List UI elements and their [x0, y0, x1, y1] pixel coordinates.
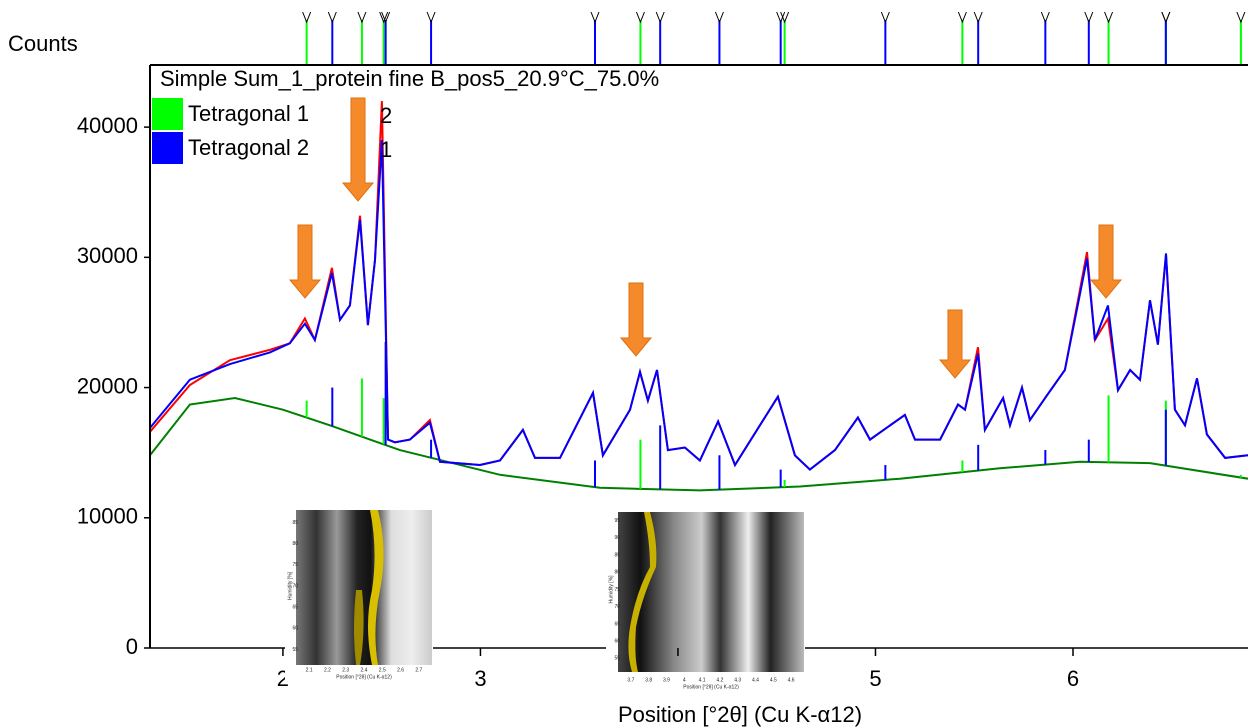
inset-y-label: 80: [292, 541, 298, 547]
chart-title: Simple Sum_1_protein fine B_pos5_20.9°C_…: [160, 66, 659, 91]
inset-y-title: Humidity [%]: [608, 575, 614, 604]
inset-map: 2.1 2.2 2.3 2.4 2.5 2.6 2.7 85 80 75 70 65 60 55 Posit…: [285, 508, 433, 680]
y-axis-title: Counts: [8, 31, 78, 56]
inset-x-label: 2.3: [342, 667, 349, 673]
reflection-marker: [776, 11, 786, 24]
inset-x-label: 2.7: [415, 667, 422, 673]
y-tick-label: 20000: [77, 373, 138, 398]
arrow: [1089, 224, 1123, 299]
inset-image: [618, 512, 804, 672]
legend-swatch: [152, 98, 183, 130]
inset-band: [628, 512, 657, 672]
reflection-marker: [1161, 11, 1171, 24]
inset-x-label: 4.2: [716, 677, 723, 683]
reflection-marker: [880, 11, 890, 24]
inset-y-label: 60: [614, 638, 620, 644]
inset-y-label: 85: [292, 520, 298, 526]
inset-y-label: 80: [614, 570, 620, 576]
reflection-marker: [1104, 11, 1114, 24]
inset-y-label: 55: [292, 647, 298, 653]
arrow: [341, 97, 375, 202]
inset-x-label: 4.6: [788, 677, 795, 683]
inset-y-label: 70: [292, 583, 298, 589]
x-tick-label: 3: [474, 666, 486, 691]
inset-y-label: 60: [292, 626, 298, 632]
inset-x-title: Position [°2θ] (Cu K-α12): [683, 684, 739, 690]
inset-x-label: 3.7: [627, 677, 634, 683]
arrow: [288, 224, 322, 299]
arrow: [619, 282, 653, 357]
arrow: [938, 309, 972, 379]
reflection-marker: [780, 11, 790, 24]
inset-x-label: 4.1: [699, 677, 706, 683]
legend-swatch: [152, 132, 183, 164]
inset-x-label: 2.5: [379, 667, 386, 673]
reflection-marker: [381, 11, 391, 24]
reflection-marker: [590, 11, 600, 24]
reflection-marker: [327, 11, 337, 24]
inset-x-label: 2.6: [397, 667, 404, 673]
inset-x-title: Position [°2θ] (Cu K-α12): [336, 674, 392, 680]
inset-y-title: Humidity [%]: [287, 571, 293, 600]
reflection-marker: [302, 11, 312, 24]
inset-x-label: 4.5: [770, 677, 777, 683]
reflection-marker: [379, 11, 389, 24]
inset-x-label: 3.9: [663, 677, 670, 683]
arrows: [288, 97, 1123, 379]
calculated-line: [149, 140, 1248, 471]
inset-x-label: 2.4: [361, 667, 368, 673]
inset-band: [368, 510, 384, 665]
inset-y-label: 55: [614, 656, 620, 662]
inset-x-label: 4.3: [734, 677, 741, 683]
inset-y-label: 65: [614, 621, 620, 627]
y-tick-label: 30000: [77, 243, 138, 268]
inset-x-label: 2.2: [324, 667, 331, 673]
legend-label: Tetragonal 1: [188, 101, 309, 126]
plot-area: [149, 11, 1248, 492]
reflection-marker: [357, 11, 367, 24]
inset-x-label: 3.8: [645, 677, 652, 683]
inset-map: 3.7 3.8 3.9 4 4.1 4.2 4.3 4.4 4.5 4.6 95 90 85 80 75 70…: [606, 502, 805, 690]
reflection-marker: [1040, 11, 1050, 24]
reflection-marker: [957, 11, 967, 24]
inset-y-label: 75: [614, 587, 620, 593]
reflection-marker: [1084, 11, 1094, 24]
reflection-marker: [655, 11, 665, 24]
reflection-marker: [973, 11, 983, 24]
legend-count: 2: [380, 103, 392, 128]
reflection-marker: [426, 11, 436, 24]
reflection-marker: [1236, 11, 1246, 24]
legend-label: Tetragonal 2: [188, 135, 309, 160]
background-line: [149, 396, 1248, 492]
reflection-marker: [635, 11, 645, 24]
y-tick-label: 10000: [77, 504, 138, 529]
inset-x-label: 2.1: [306, 667, 313, 673]
inset-y-label: 90: [614, 535, 620, 541]
inset-x-label: 4.4: [752, 677, 759, 683]
inset-band: [354, 590, 364, 665]
inset-y-label: 70: [614, 604, 620, 610]
y-tick-label: 40000: [77, 113, 138, 138]
legend-count: 1: [380, 137, 392, 162]
inset-y-label: 95: [614, 518, 620, 524]
inset-x-label: 4: [683, 677, 686, 683]
x-axis-title: Position [°2θ] (Cu K-α12): [618, 702, 862, 727]
inset-y-label: 65: [292, 604, 298, 610]
inset-y-label: 75: [292, 562, 298, 568]
x-tick-label: 6: [1067, 666, 1079, 691]
x-tick-label: 5: [869, 666, 881, 691]
inset-y-label: 85: [614, 552, 620, 558]
y-tick-label: 0: [126, 634, 138, 659]
inset-image: [296, 510, 432, 665]
reflection-marker: [714, 11, 724, 24]
